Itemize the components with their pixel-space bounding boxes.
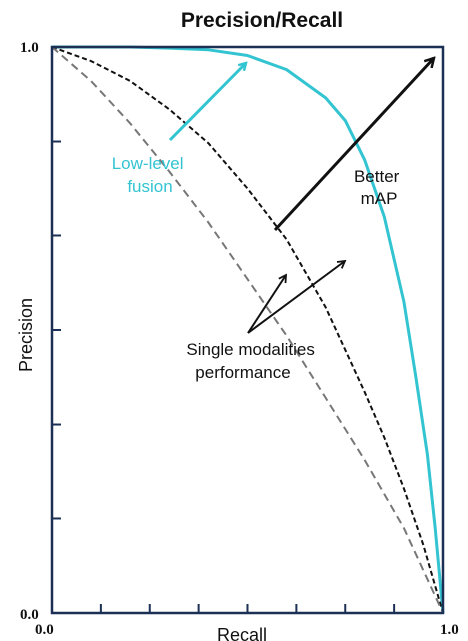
series-layer	[51, 45, 445, 614]
x-tick-label-right: 1.0	[440, 622, 459, 638]
x-axis-label: Recall	[217, 625, 267, 641]
fusion-arrow	[168, 63, 246, 142]
better-map-annotation: Better mAP	[354, 167, 404, 208]
y-tick-label-bottom: 0.0	[20, 607, 39, 623]
y-axis-label: Precision	[16, 298, 36, 372]
axis-ticks	[51, 46, 444, 614]
single-modalities-annotation: Single modalities performance	[186, 340, 319, 382]
better-map-arrow	[273, 58, 434, 232]
series-line-fusion	[52, 45, 445, 614]
single-modality-arrow-1	[247, 273, 287, 334]
fusion-annotation: Low-level fusion	[112, 154, 189, 196]
chart-title: Precision/Recall	[181, 9, 343, 32]
single-modality-arrow-2	[247, 259, 347, 334]
plot-frame	[50, 45, 445, 615]
y-tick-label-top: 1.0	[20, 40, 39, 56]
series-line-modality_b	[51, 46, 444, 614]
x-tick-label-left: 0.0	[35, 622, 54, 638]
series-line-modality_a	[51, 46, 444, 614]
